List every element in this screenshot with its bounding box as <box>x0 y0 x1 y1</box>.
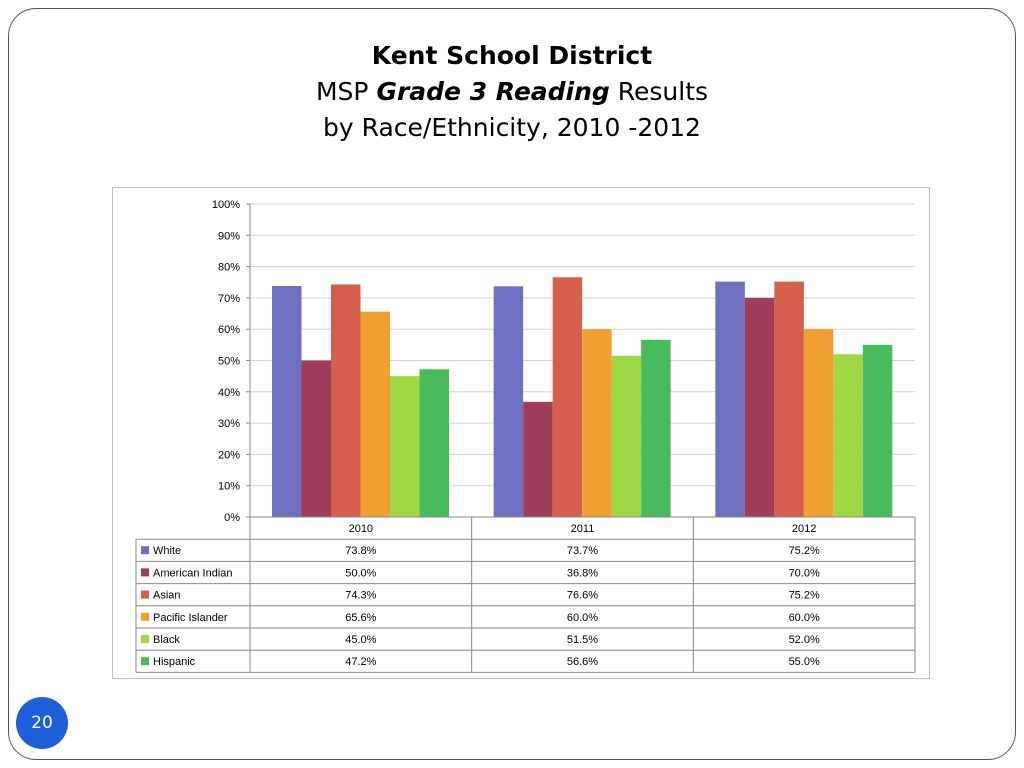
slide-title: Kent School District MSP Grade 3 Reading… <box>0 38 1024 146</box>
y-tick-label: 90% <box>218 230 240 242</box>
data-label: 51.5% <box>567 634 598 646</box>
slide-frame <box>8 8 1016 760</box>
bar-pacific-islander <box>582 329 612 517</box>
bar-asian <box>774 281 804 517</box>
y-tick-label: 40% <box>218 387 240 399</box>
bar-asian <box>552 277 583 517</box>
bar-hispanic <box>419 369 449 517</box>
legend-label: Pacific Islander <box>153 612 228 624</box>
title-line-2-pre: MSP <box>315 77 377 106</box>
bar-american-indian <box>301 360 331 517</box>
legend-label: Black <box>153 634 180 646</box>
data-label: 47.2% <box>345 656 376 668</box>
data-label: 76.6% <box>567 590 598 602</box>
legend-label: Hispanic <box>153 656 196 668</box>
bar-black <box>390 376 420 517</box>
y-tick-label: 50% <box>218 356 240 368</box>
y-tick-label: 30% <box>218 418 240 430</box>
bar-white <box>715 281 745 517</box>
bar-white <box>493 286 524 517</box>
bar-asian <box>331 284 361 517</box>
bar-white <box>272 286 302 517</box>
bar-black <box>833 354 863 517</box>
legend-swatch-asian <box>141 590 149 599</box>
data-label: 55.0% <box>789 656 820 668</box>
category-label: 2011 <box>571 523 595 535</box>
legend-swatch-white <box>141 546 149 555</box>
y-tick-label: 0% <box>224 512 240 524</box>
bar-pacific-islander <box>360 311 390 517</box>
title-line-2-emphasis: Grade 3 Reading <box>376 77 610 106</box>
category-label: 2010 <box>349 523 373 535</box>
legend-label: Asian <box>153 590 181 602</box>
data-label: 73.8% <box>345 545 376 557</box>
y-tick-label: 10% <box>218 481 240 493</box>
data-label: 60.0% <box>789 612 820 624</box>
data-label: 75.2% <box>789 545 820 557</box>
legend-swatch-american-indian <box>141 568 149 577</box>
bar-hispanic <box>862 344 893 517</box>
data-label: 70.0% <box>789 567 820 579</box>
y-tick-label: 70% <box>218 293 240 305</box>
data-label: 65.6% <box>345 612 376 624</box>
y-tick-label: 100% <box>212 199 240 211</box>
legend-label: White <box>153 545 181 557</box>
bar-pacific-islander <box>803 329 834 517</box>
data-label: 74.3% <box>345 590 376 602</box>
y-tick-label: 20% <box>218 449 240 461</box>
data-label: 75.2% <box>789 590 820 602</box>
title-line-2-post: Results <box>609 77 709 106</box>
bar-black <box>611 355 642 517</box>
legend-swatch-black <box>141 635 149 643</box>
legend-label: American Indian <box>153 567 233 579</box>
bar-hispanic <box>641 339 671 517</box>
data-label: 60.0% <box>567 612 598 624</box>
data-label: 56.6% <box>567 656 598 668</box>
y-tick-label: 80% <box>218 262 240 274</box>
data-label: 45.0% <box>345 634 376 646</box>
chart-container: 0% 10% 20% 30% 40% 50% 60% 70% 80% 90% 100% 2010 201… <box>112 187 930 679</box>
data-label: 36.8% <box>567 567 598 579</box>
bar-chart: 0% 10% 20% 30% 40% 50% 60% 70% 80% 90% 100% 2010 201… <box>135 199 916 673</box>
title-line-1: Kent School District <box>371 41 653 70</box>
legend-swatch-hispanic <box>141 657 149 666</box>
data-label: 73.7% <box>567 545 598 557</box>
data-label: 50.0% <box>345 567 376 579</box>
bar-american-indian <box>744 297 775 517</box>
legend-swatch-pacific-islander <box>141 612 149 621</box>
category-label: 2012 <box>792 523 816 535</box>
title-line-3: by Race/Ethnicity, 2010 -2012 <box>323 113 701 142</box>
title-line-2: MSP Grade 3 Reading Results <box>0 74 1024 110</box>
bar-american-indian <box>523 401 553 517</box>
y-tick-label: 60% <box>218 324 240 336</box>
data-label: 52.0% <box>789 634 820 646</box>
page-number-badge: 20 <box>16 697 68 749</box>
